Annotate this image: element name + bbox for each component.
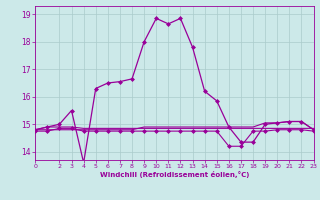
X-axis label: Windchill (Refroidissement éolien,°C): Windchill (Refroidissement éolien,°C) (100, 171, 249, 178)
